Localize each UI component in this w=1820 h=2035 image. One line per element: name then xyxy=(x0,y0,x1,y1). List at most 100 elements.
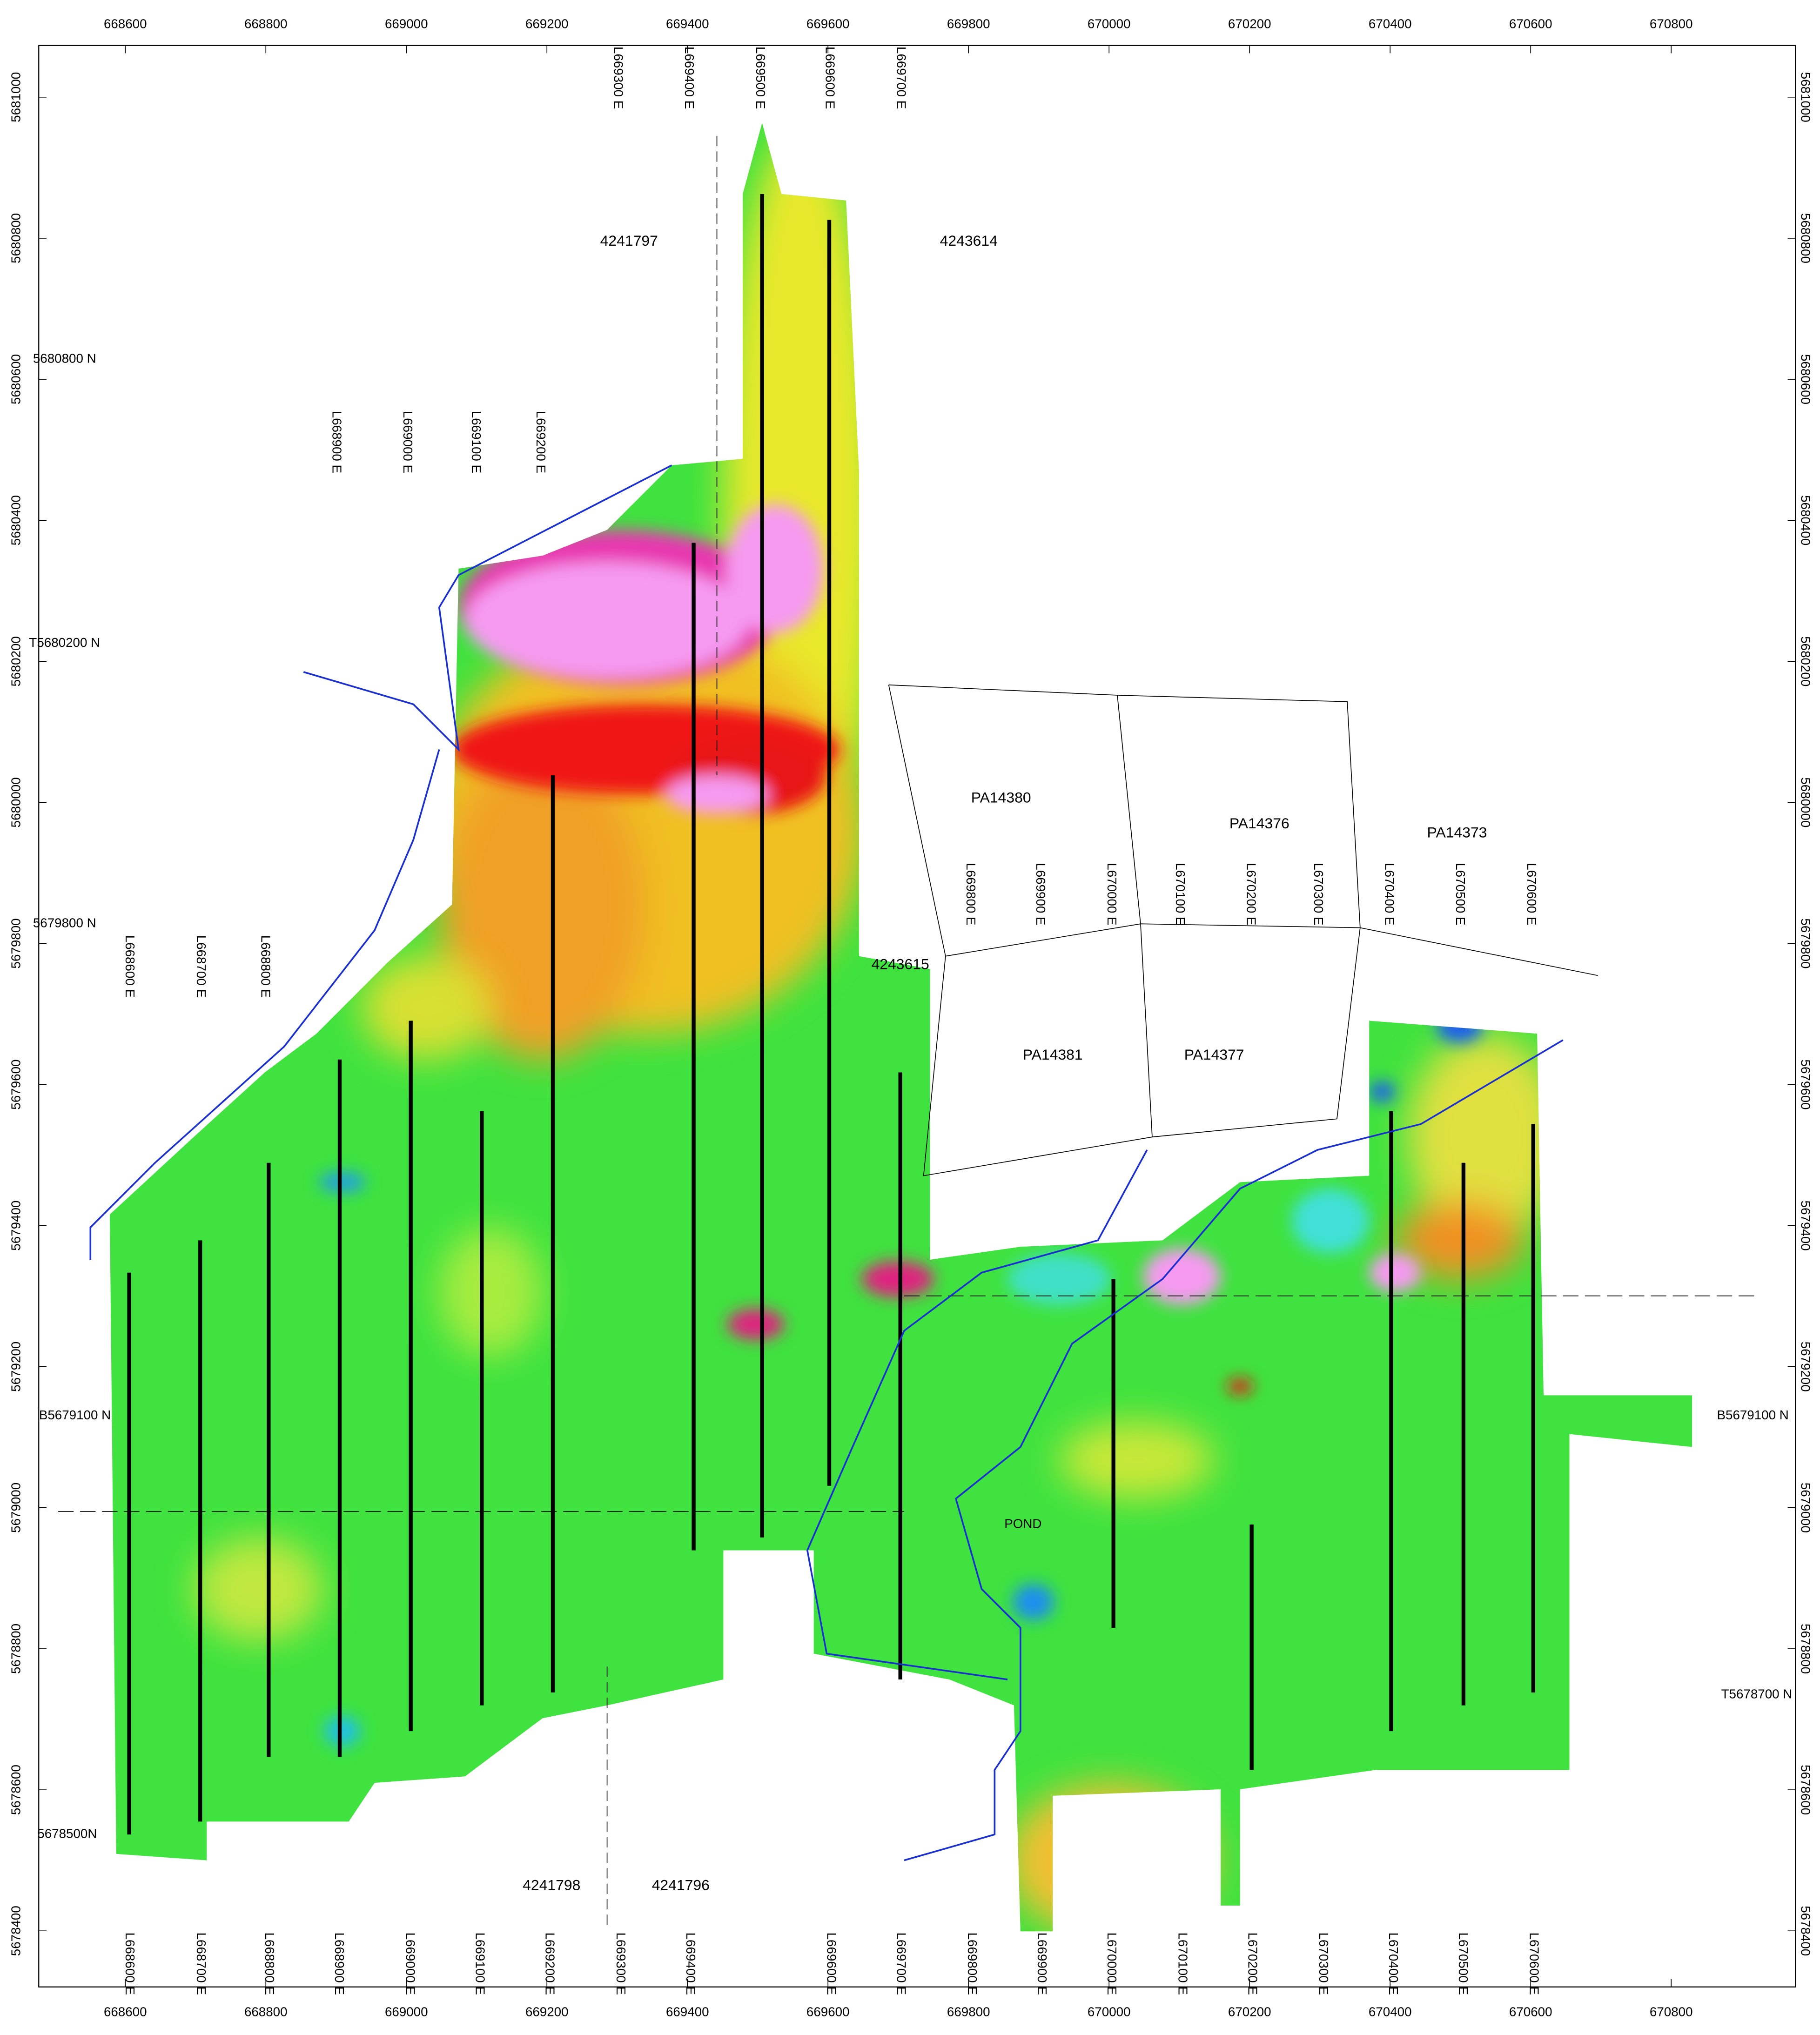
line-label: L670600 E xyxy=(1525,863,1539,925)
northing-label: 5680600 xyxy=(8,354,23,404)
grid-label: T5678700 N xyxy=(1721,1687,1793,1701)
line-label: L669100 E xyxy=(473,1933,487,1995)
line-label: L670300 E xyxy=(1316,1933,1331,1995)
line-label: L669400 E xyxy=(684,1933,698,1995)
northing-label: 5678600 xyxy=(8,1765,23,1815)
claim-label: PA14376 xyxy=(1229,815,1289,832)
grid-label: B5679100 N xyxy=(1717,1408,1789,1422)
line-label: L669200 E xyxy=(543,1933,557,1995)
easting-label: 669600 xyxy=(806,17,850,31)
line-label: L668900 E xyxy=(332,1933,347,1995)
northing-label: 5679200 xyxy=(1798,1342,1813,1392)
easting-label: 669000 xyxy=(385,2005,428,2019)
line-label: L670200 E xyxy=(1245,1933,1260,1995)
line-label: L669300 E xyxy=(614,1933,628,1995)
northing-label: 5679000 xyxy=(8,1483,23,1533)
line-label: L669800 E xyxy=(965,1933,980,1995)
northing-label: 5679400 xyxy=(1798,1201,1813,1251)
line-label: L669500 E xyxy=(753,47,768,109)
line-label: L669700 E xyxy=(894,1933,908,1995)
northing-label: 5679800 xyxy=(8,918,23,968)
northing-label: 5680800 xyxy=(8,213,23,263)
easting-label: 669000 xyxy=(385,17,428,31)
line-label: L668700 E xyxy=(194,1933,208,1995)
northing-label: 5680400 xyxy=(1798,495,1813,545)
line-label: L668800 E xyxy=(259,935,273,998)
northing-label: 5679600 xyxy=(8,1060,23,1110)
line-label: L669100 E xyxy=(469,411,484,473)
claim-label: PA14377 xyxy=(1184,1046,1244,1063)
easting-label: 670600 xyxy=(1509,17,1552,31)
northing-label: 5678800 xyxy=(8,1624,23,1674)
easting-label: 668800 xyxy=(244,17,288,31)
page: {"map": { "easting_ticks": [668600, 6688… xyxy=(0,0,1820,2035)
claim-label: PA14381 xyxy=(1023,1046,1083,1063)
claim-label: PA14380 xyxy=(971,789,1031,806)
easting-label: 670600 xyxy=(1509,2005,1552,2019)
easting-label: 670800 xyxy=(1650,17,1693,31)
easting-label: 669400 xyxy=(666,2005,709,2019)
northing-label: 5680600 xyxy=(1798,354,1813,404)
line-label: L669900 E xyxy=(1035,1933,1049,1995)
easting-label: 670000 xyxy=(1088,2005,1131,2019)
line-label: L668700 E xyxy=(194,935,208,998)
grid-label: B5679100 N xyxy=(39,1408,111,1422)
claim-label: 4243615 xyxy=(872,956,929,973)
line-label: L668800 E xyxy=(262,1933,277,1995)
easting-label: 670400 xyxy=(1369,2005,1412,2019)
line-label: L668600 E xyxy=(123,1933,137,1995)
northing-label: 5678800 xyxy=(1798,1624,1813,1674)
claim-label: 4241797 xyxy=(600,232,658,249)
line-label: L669600 E xyxy=(823,47,838,109)
line-label: L669600 E xyxy=(824,1933,839,1995)
easting-label: 669200 xyxy=(525,2005,569,2019)
pond-label: POND xyxy=(1004,1516,1041,1531)
northing-label: 5679000 xyxy=(1798,1483,1813,1533)
line-label: L670000 E xyxy=(1105,863,1119,925)
grid-label: 5680800 N xyxy=(33,351,96,366)
easting-label: 670400 xyxy=(1369,17,1412,31)
line-label: L670500 E xyxy=(1456,1933,1471,1995)
easting-label: 670800 xyxy=(1650,2005,1693,2019)
northing-label: 5680200 xyxy=(8,636,23,686)
line-label: L670300 E xyxy=(1311,863,1326,925)
easting-label: 669400 xyxy=(666,17,709,31)
easting-label: 670200 xyxy=(1228,17,1271,31)
line-label: L670600 E xyxy=(1527,1933,1541,1995)
northing-label: 5678400 xyxy=(1798,1906,1813,1956)
line-label: L669300 E xyxy=(611,47,625,109)
line-label: L669400 E xyxy=(682,47,697,109)
line-label: L668900 E xyxy=(329,411,344,473)
easting-label: 669800 xyxy=(947,2005,990,2019)
line-label: L669700 E xyxy=(894,47,908,109)
line-label: L669200 E xyxy=(534,411,548,473)
line-label: L670100 E xyxy=(1173,863,1188,925)
northing-label: 5680000 xyxy=(8,777,23,827)
northing-label: 5680000 xyxy=(1798,777,1813,827)
grid-label: 5678500N xyxy=(37,1826,97,1840)
line-label: L669000 E xyxy=(401,411,415,473)
northing-label: 5681000 xyxy=(1798,72,1813,122)
contour-fill xyxy=(0,0,1820,2035)
easting-label: 669200 xyxy=(525,17,569,31)
easting-label: 668600 xyxy=(104,17,147,31)
easting-label: 668600 xyxy=(104,2005,147,2019)
line-label: L669800 E xyxy=(964,863,978,925)
easting-label: 670200 xyxy=(1228,2005,1271,2019)
survey-map: 668600 668600 668800 668800 669000 669000 6692… xyxy=(0,0,1820,2035)
northing-label: 5678600 xyxy=(1798,1765,1813,1815)
grid-label: 5679800 N xyxy=(33,916,96,930)
northing-label: 5679200 xyxy=(8,1342,23,1392)
easting-label: 669800 xyxy=(947,17,990,31)
claim-label: 4241796 xyxy=(652,1877,710,1894)
northing-label: 5680400 xyxy=(8,495,23,545)
northing-label: 5679400 xyxy=(8,1201,23,1251)
claim-label: 4241798 xyxy=(523,1877,580,1894)
easting-label: 668800 xyxy=(244,2005,288,2019)
line-label: L668600 E xyxy=(123,935,137,998)
line-label: L669000 E xyxy=(403,1933,418,1995)
line-label: L670100 E xyxy=(1175,1933,1190,1995)
line-label: L670500 E xyxy=(1453,863,1468,925)
claim-label: 4243614 xyxy=(940,232,998,249)
easting-label: 669600 xyxy=(806,2005,850,2019)
